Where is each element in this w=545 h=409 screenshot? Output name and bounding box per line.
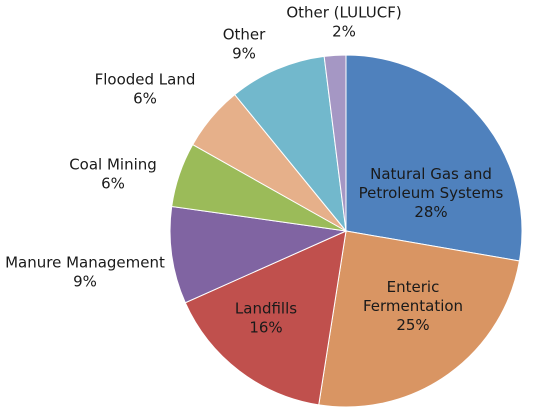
slice-percent: 16% xyxy=(249,319,282,337)
pie-slice-natural-gas-and-petroleum-systems xyxy=(345,54,523,262)
pie-slice-other xyxy=(234,55,347,233)
pie-slice-enteric-fermentation xyxy=(318,230,521,408)
pie-slices xyxy=(169,54,523,408)
slice-label-line: Other (LULUCF) xyxy=(286,4,401,22)
slice-percent: 9% xyxy=(232,45,256,63)
pie-labels: Natural Gas and Petroleum Systems 28% Enter… xyxy=(5,4,503,337)
slice-label-line: Other xyxy=(223,26,266,44)
slice-label-manure-management: Manure Management 9% xyxy=(5,254,165,291)
slice-percent: 2% xyxy=(332,23,356,41)
slice-label-coal-mining: Coal Mining 6% xyxy=(69,156,157,193)
slice-label-line: Flooded Land xyxy=(95,71,196,89)
slice-percent: 9% xyxy=(73,273,97,291)
slice-percent: 6% xyxy=(101,175,125,193)
slice-label-line: Petroleum Systems xyxy=(359,184,504,202)
slice-label-landfills: Landfills 16% xyxy=(235,300,297,337)
pie-slice-landfills xyxy=(184,230,347,406)
slice-percent: 25% xyxy=(396,316,429,334)
slice-label-flooded-land: Flooded Land 6% xyxy=(95,71,196,108)
slice-label-line: Manure Management xyxy=(5,254,165,272)
pie-slice-manure-management xyxy=(169,205,348,304)
slice-label-line: Enteric xyxy=(387,278,440,296)
pie-slice-other-lulucf xyxy=(323,54,347,232)
slice-percent: 6% xyxy=(133,90,157,108)
slice-percent: 28% xyxy=(414,203,447,221)
slice-label-line: Fermentation xyxy=(363,297,463,315)
slice-label-line: Natural Gas and xyxy=(370,165,492,183)
slice-label-enteric-fermentation: Enteric Fermentation 25% xyxy=(363,278,463,334)
slice-label-other: Other 9% xyxy=(223,26,266,63)
slice-label-line: Coal Mining xyxy=(69,156,157,174)
slice-label-line: Landfills xyxy=(235,300,297,318)
slice-label-other-lulucf: Other (LULUCF) 2% xyxy=(286,4,401,41)
slice-label-natural-gas-and-petroleum-systems: Natural Gas and Petroleum Systems 28% xyxy=(359,165,504,221)
